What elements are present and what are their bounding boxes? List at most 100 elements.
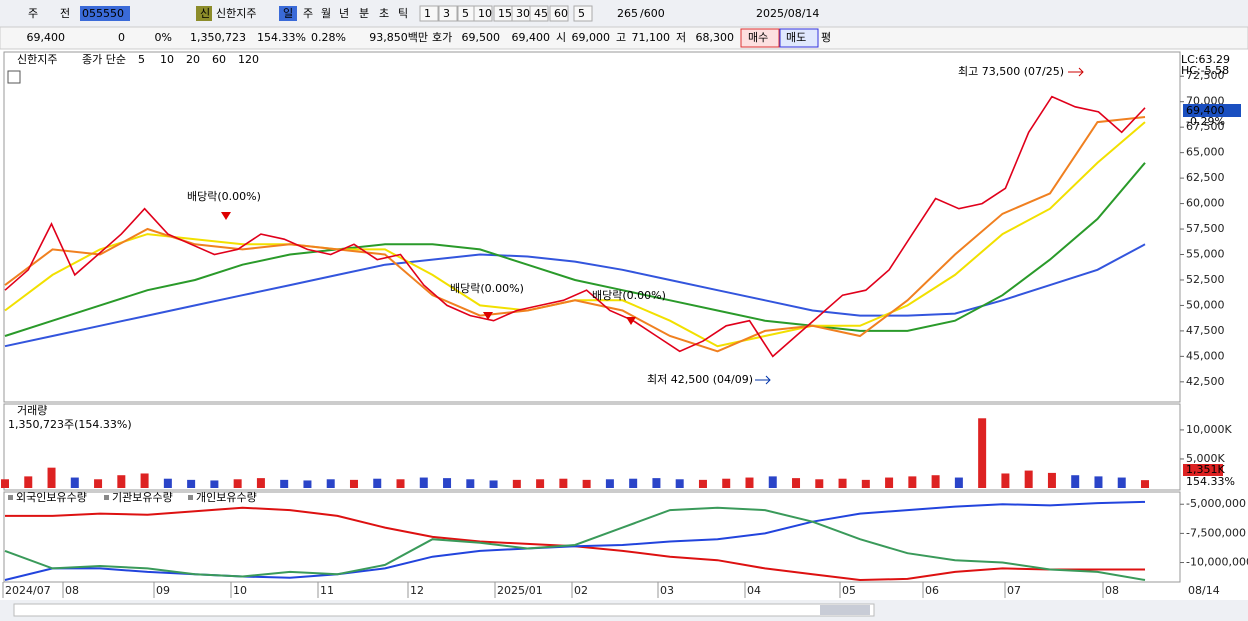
badge (196, 6, 212, 21)
code-input[interactable] (80, 6, 130, 21)
toolbar-item[interactable]: 전 (60, 7, 70, 20)
info-item: 매도 (786, 31, 806, 44)
y-tick-label: 55,000 (1186, 248, 1225, 261)
info-item: 고 (616, 31, 626, 44)
sell-btn[interactable] (779, 28, 819, 48)
volume-bar (768, 476, 777, 488)
info-item: 69,400 (27, 31, 66, 44)
y-tick-label: 62,500 (1186, 171, 1225, 184)
volume-bar (1, 479, 9, 488)
toolbar-item[interactable]: 일 (283, 6, 293, 20)
info-item: 71,100 (632, 31, 671, 44)
y-tick-label: 45,000 (1186, 349, 1225, 362)
volume-bar (163, 478, 172, 488)
volume-bar (582, 479, 591, 488)
volume-bar (1024, 470, 1033, 488)
volume-bar (1094, 476, 1103, 488)
volume-bar (140, 473, 149, 488)
x-tick-label: 08 (65, 584, 79, 597)
ma-line (4, 116, 1146, 353)
toolbar-item[interactable]: 년 (339, 7, 349, 20)
info-item: 0.28% (311, 31, 346, 44)
period-btn[interactable] (438, 5, 458, 22)
toolbar-item[interactable]: 신한지주 (216, 7, 256, 20)
toolbar-item[interactable]: /600 (640, 7, 665, 20)
period-btn[interactable] (419, 5, 439, 22)
volume-bar (466, 479, 475, 488)
marker (221, 212, 231, 220)
toolbar-item[interactable]: 60 (554, 7, 568, 20)
toolbar-item[interactable]: 1 (424, 7, 431, 20)
price-panel (3, 51, 1181, 403)
y-tick-label: 57,500 (1186, 222, 1225, 235)
legend-entry: 기관보유수량 (112, 491, 173, 504)
holding-line (4, 506, 1146, 581)
volume-bar (373, 478, 382, 488)
toolbar-item[interactable]: 틱 (398, 7, 408, 20)
x-tick-label: 05 (842, 584, 856, 597)
annotation: 최고 73,500 (07/25) (958, 65, 1064, 78)
legend-swatch (188, 495, 193, 500)
volume-bar (559, 478, 568, 488)
period-btn[interactable] (473, 5, 493, 22)
volume-bar (512, 479, 521, 488)
legend-period: 10 (160, 53, 174, 66)
toolbar-item[interactable]: 15 (498, 7, 512, 20)
volume-bar (698, 479, 707, 488)
toolbar-item[interactable]: 055550 (82, 7, 124, 20)
legend-name: 신한지주 (17, 53, 57, 66)
volume-bar (303, 480, 312, 488)
x-tick-label: 07 (1007, 584, 1021, 597)
y-tick-label: 65,000 (1186, 146, 1225, 159)
toolbar-item[interactable]: 2025/08/14 (756, 7, 819, 20)
y-tick-label: 50,000 (1186, 298, 1225, 311)
scroll-track[interactable] (13, 603, 875, 617)
side-label: -0.29% (1186, 115, 1225, 128)
y-tick-label: 60,000 (1186, 197, 1225, 210)
period-btn[interactable] (549, 5, 569, 22)
legend-period: 120 (238, 53, 259, 66)
period-btn[interactable] (573, 5, 593, 22)
side-label: 1,351K (1186, 463, 1225, 476)
toolbar-item[interactable]: 3 (443, 7, 450, 20)
buy-btn[interactable] (740, 28, 780, 48)
scroll-thumb[interactable] (820, 605, 870, 615)
tab-active[interactable] (279, 6, 297, 21)
marker (626, 317, 636, 325)
info-item: 0% (155, 31, 172, 44)
volume-bar (349, 479, 358, 488)
toolbar-item[interactable]: 30 (516, 7, 530, 20)
volume-bar (396, 479, 405, 488)
volume-bar (47, 467, 56, 488)
toolbar-item[interactable]: 주 (28, 7, 38, 20)
toolbar-item[interactable]: 265 (617, 7, 638, 20)
x-tick-label: 12 (410, 584, 424, 597)
toolbar-item[interactable]: 45 (534, 7, 548, 20)
panel-title: 거래량 (17, 404, 47, 417)
volume-bar (605, 479, 614, 488)
volume-bar (745, 477, 754, 488)
toolbar-item[interactable]: 5 (462, 7, 469, 20)
toolbar-item[interactable]: 월 (321, 7, 331, 20)
toolbar-item[interactable]: 주 (303, 7, 313, 20)
volume-bar (94, 479, 103, 488)
legend-period: 60 (212, 53, 226, 66)
toolbar-item[interactable]: 10 (478, 7, 492, 20)
annotation: 배당락(0.00%) (450, 282, 524, 295)
info-item: 평 (821, 31, 831, 44)
annotation: 배당락(0.00%) (592, 289, 666, 302)
period-btn[interactable] (529, 5, 549, 22)
volume-bar (885, 477, 894, 488)
toolbar-item[interactable]: 분 (359, 7, 369, 20)
legend-swatch (104, 495, 109, 500)
toolbar-item[interactable]: 신 (200, 7, 210, 20)
marker (483, 312, 493, 320)
y-tick-label: 67,500 (1186, 120, 1225, 133)
y-tick-label: 10,000K (1186, 423, 1232, 436)
volume-bar (954, 477, 963, 488)
volume-bar (838, 478, 847, 488)
info-item: 154.33% (257, 31, 306, 44)
toolbar-item[interactable]: 5 (578, 7, 585, 20)
toolbar-item[interactable]: 초 (379, 7, 389, 20)
volume-bar (419, 477, 428, 488)
